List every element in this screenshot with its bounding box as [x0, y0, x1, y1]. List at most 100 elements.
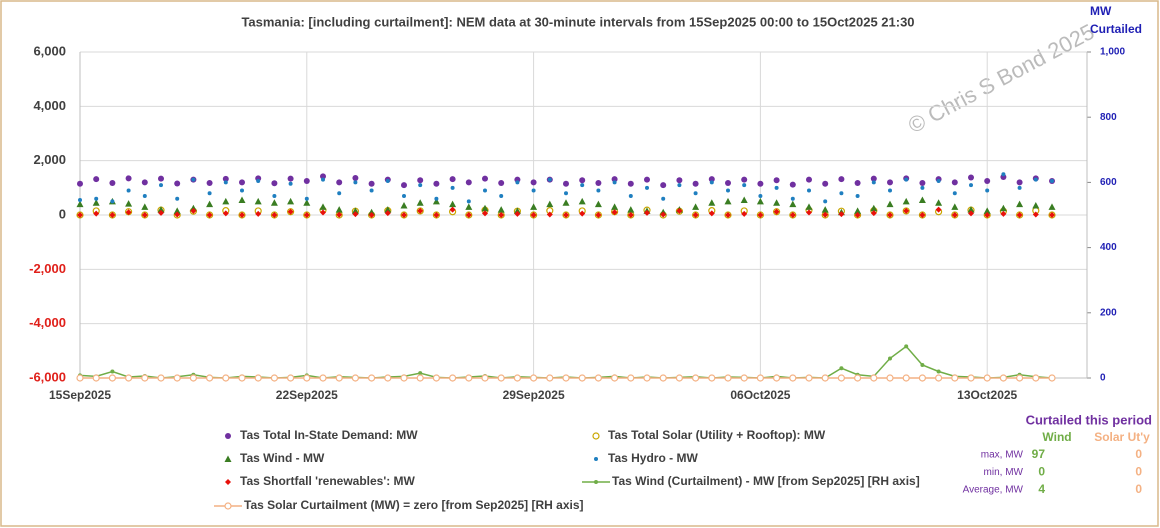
point — [303, 199, 311, 206]
point — [530, 203, 538, 210]
point — [320, 209, 326, 216]
point — [287, 208, 294, 215]
point — [578, 197, 586, 205]
point — [1032, 211, 1039, 218]
point — [918, 374, 927, 382]
point — [596, 188, 601, 193]
point — [175, 196, 180, 201]
point — [401, 212, 407, 218]
point — [611, 203, 619, 210]
point — [206, 212, 213, 218]
point — [1049, 212, 1055, 218]
y-tick-label: 4,000 — [33, 98, 66, 113]
point — [579, 177, 586, 184]
point — [417, 177, 424, 184]
point — [93, 210, 100, 217]
point — [1033, 177, 1038, 182]
point — [886, 200, 894, 208]
point — [870, 374, 878, 382]
point — [125, 374, 133, 382]
point — [529, 374, 538, 382]
point — [676, 207, 683, 214]
point — [368, 212, 375, 218]
point — [627, 206, 635, 213]
point — [497, 374, 505, 382]
point — [189, 374, 197, 382]
x-tick-label: 15Sep2025 — [49, 388, 111, 402]
point — [1050, 179, 1054, 184]
point — [756, 374, 765, 382]
point — [741, 210, 748, 217]
point — [934, 374, 943, 382]
point — [239, 212, 245, 218]
point — [772, 374, 781, 382]
point — [141, 374, 149, 382]
point — [999, 374, 1008, 382]
point — [335, 206, 343, 213]
point — [434, 196, 439, 201]
point — [76, 200, 84, 208]
point — [432, 197, 440, 205]
point — [757, 212, 764, 218]
x-tick-label: 22Sep2025 — [276, 388, 338, 402]
summary-value: 0 — [1038, 465, 1045, 479]
point — [240, 188, 244, 193]
point — [692, 212, 699, 218]
series-3 — [78, 172, 1054, 204]
point — [384, 374, 392, 382]
point — [530, 212, 537, 218]
point — [562, 374, 570, 382]
point — [564, 191, 568, 196]
point — [594, 374, 603, 382]
legend-label: Tas Total In-State Demand: MW — [240, 428, 418, 442]
point — [449, 176, 456, 183]
point — [515, 180, 520, 185]
point — [206, 374, 214, 382]
point — [417, 207, 424, 214]
point — [157, 374, 165, 382]
point — [821, 206, 829, 213]
point — [822, 180, 829, 187]
legend-label: Tas Solar Curtailment (MW) = zero [from … — [244, 498, 584, 512]
point — [401, 182, 407, 189]
summary-column: Solar Ut'y — [1094, 430, 1150, 444]
point — [579, 210, 586, 217]
point — [708, 176, 715, 183]
point — [191, 177, 196, 182]
point — [321, 177, 325, 182]
point — [303, 178, 310, 185]
point — [93, 176, 100, 183]
chart-title: Tasmania: [including curtailment]: NEM d… — [241, 14, 914, 29]
summary-row-label: Average, MW — [963, 485, 1024, 496]
series-0 — [77, 173, 1055, 189]
point — [465, 203, 473, 210]
point — [936, 179, 941, 184]
point — [336, 211, 343, 218]
point — [174, 180, 181, 187]
point — [627, 374, 635, 382]
y2-axis-title: MW Curtailed — [1090, 4, 1142, 36]
legend-marker — [225, 479, 231, 485]
point — [789, 200, 797, 208]
point — [206, 200, 214, 208]
point — [271, 212, 278, 218]
legend-label: Tas Hydro - MW — [608, 451, 698, 465]
point — [807, 188, 811, 193]
point — [498, 179, 505, 186]
point — [789, 212, 796, 218]
point — [514, 210, 521, 217]
point — [1015, 374, 1024, 382]
point — [984, 212, 991, 218]
point — [724, 374, 732, 382]
point — [449, 206, 456, 213]
y2-tick-label: 200 — [1100, 307, 1117, 318]
point — [985, 188, 990, 193]
y-tick-label: -4,000 — [29, 315, 66, 330]
point — [806, 176, 812, 183]
point — [773, 177, 780, 184]
point — [935, 206, 942, 213]
point — [513, 207, 521, 214]
point — [433, 180, 440, 187]
point — [78, 198, 82, 203]
